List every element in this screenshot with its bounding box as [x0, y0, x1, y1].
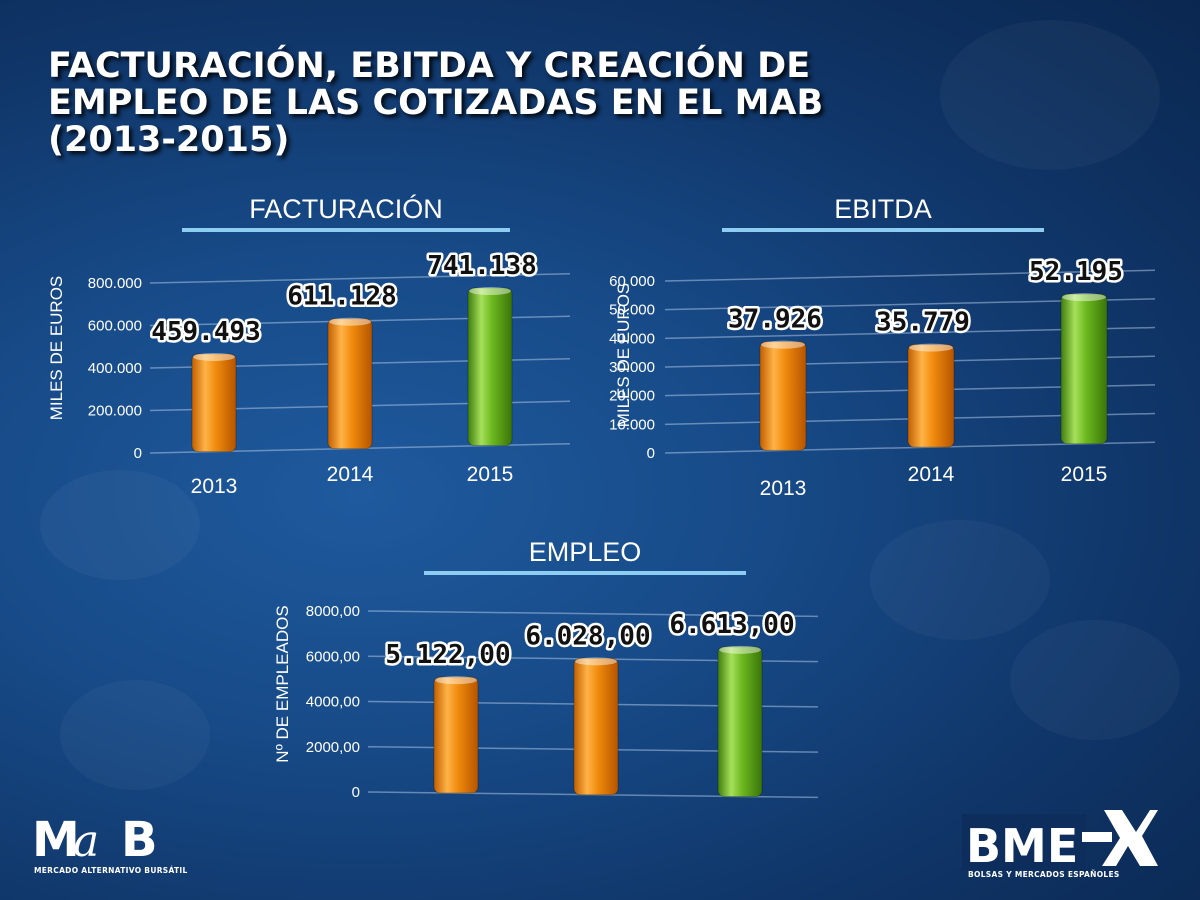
page-title: FACTURACIÓN, EBITDA Y CREACIÓN DE EMPLEO… — [48, 48, 868, 159]
x-tick-label: 2015 — [1061, 463, 1108, 486]
y-tick-label: 8000,00 — [306, 603, 360, 620]
y-tick-label: 0 — [352, 784, 360, 801]
bar — [1060, 293, 1108, 445]
data-label: 5.122,00 — [385, 640, 510, 670]
y-axis-title: MILES DE EUROS — [47, 276, 66, 421]
bar-top-highlight — [719, 645, 761, 654]
gridline — [367, 610, 819, 618]
y-tick-label: 60.000 — [609, 273, 655, 290]
facturacion-title-underline — [182, 228, 510, 232]
y-axis-title: MILES DE EUROS — [614, 283, 633, 428]
y-tick-label: 30.000 — [609, 359, 655, 376]
y-tick-label: 6000,00 — [306, 648, 360, 665]
svg-text:BME: BME — [966, 819, 1078, 873]
y-tick-label: 50.000 — [609, 302, 655, 319]
x-tick-label: 2013 — [760, 477, 807, 500]
bar — [907, 344, 955, 448]
data-label: 459.493 — [151, 317, 261, 347]
bar-top-highlight — [329, 317, 371, 326]
bme-logo-subtitle: BOLSAS Y MERCADOS ESPAÑOLES — [968, 870, 1120, 879]
y-tick-label: 0 — [647, 445, 655, 462]
facturacion-title: FACTURACIÓN — [249, 194, 443, 224]
mab-logo-subtitle: MERCADO ALTERNATIVO BURSÁTIL — [34, 866, 188, 875]
bme-logo: BME BOLSAS Y MERCADOS ESPAÑOLES — [962, 810, 1162, 884]
empleo-heading: EMPLEO — [424, 537, 746, 575]
page-title-line: EMPLEO DE LAS COTIZADAS EN EL MAB — [48, 83, 824, 123]
bar — [433, 676, 479, 794]
svg-text:B: B — [121, 812, 158, 862]
gridline — [149, 273, 571, 284]
y-tick-label: 2000,00 — [306, 739, 360, 756]
y-tick-label: 20.000 — [609, 388, 655, 405]
bar-top-highlight — [193, 352, 235, 361]
y-tick-label: 40.000 — [609, 330, 655, 347]
bar — [573, 657, 619, 796]
bar — [191, 353, 237, 453]
empleo-title: EMPLEO — [528, 537, 642, 567]
gridline — [664, 269, 1156, 282]
data-label: 6.613,00 — [669, 610, 794, 640]
bar-top-highlight — [761, 340, 805, 349]
svg-text:M: M — [32, 812, 80, 862]
bar-top-highlight — [575, 657, 617, 666]
bar-top-highlight — [909, 343, 953, 352]
y-tick-label: 10.000 — [609, 416, 655, 433]
page-title-line: FACTURACIÓN, EBITDA Y CREACIÓN DE — [48, 46, 811, 86]
y-tick-label: 4000,00 — [306, 694, 360, 711]
data-label: 611.128 — [287, 282, 397, 312]
bar-top-highlight — [1062, 293, 1106, 302]
y-tick-label: 400.000 — [88, 360, 142, 377]
data-label: 741.138 — [427, 251, 537, 281]
y-tick-label: 800.000 — [88, 275, 142, 292]
svg-text:a: a — [73, 816, 99, 862]
ebitda-heading: EBITDA — [722, 194, 1044, 232]
y-tick-label: 0 — [134, 445, 142, 462]
mab-logo: M a B MERCADO ALTERNATIVO BURSÁTIL — [32, 812, 187, 875]
bar-top-highlight — [435, 676, 477, 685]
data-label: 52.195 — [1029, 257, 1123, 287]
mab-logo-mark: M a B — [32, 812, 158, 868]
y-axis-title: Nº DE EMPLEADOS — [273, 605, 292, 762]
bar-top-highlight — [469, 287, 511, 296]
bar — [467, 287, 513, 447]
ebitda-title: EBITDA — [834, 194, 932, 224]
data-label: 6.028,00 — [525, 621, 650, 651]
y-tick-label: 200.000 — [88, 403, 142, 420]
data-label: 37.926 — [728, 305, 822, 335]
bar — [759, 341, 807, 451]
page-title-line: (2013-2015) — [48, 120, 290, 160]
empleo-title-underline — [424, 571, 746, 575]
x-tick-label: 2014 — [908, 463, 955, 486]
x-tick-label: 2013 — [191, 475, 238, 498]
bar — [717, 646, 763, 797]
x-tick-label: 2015 — [467, 463, 514, 486]
y-tick-label: 600.000 — [88, 318, 142, 335]
facturacion-heading: FACTURACIÓN — [182, 194, 510, 232]
ebitda-title-underline — [722, 228, 1044, 232]
x-tick-label: 2014 — [327, 463, 374, 486]
bme-logo-mark: BME — [962, 810, 1158, 873]
bar — [327, 318, 373, 450]
gridline — [664, 441, 1156, 454]
data-label: 35.779 — [876, 308, 970, 338]
